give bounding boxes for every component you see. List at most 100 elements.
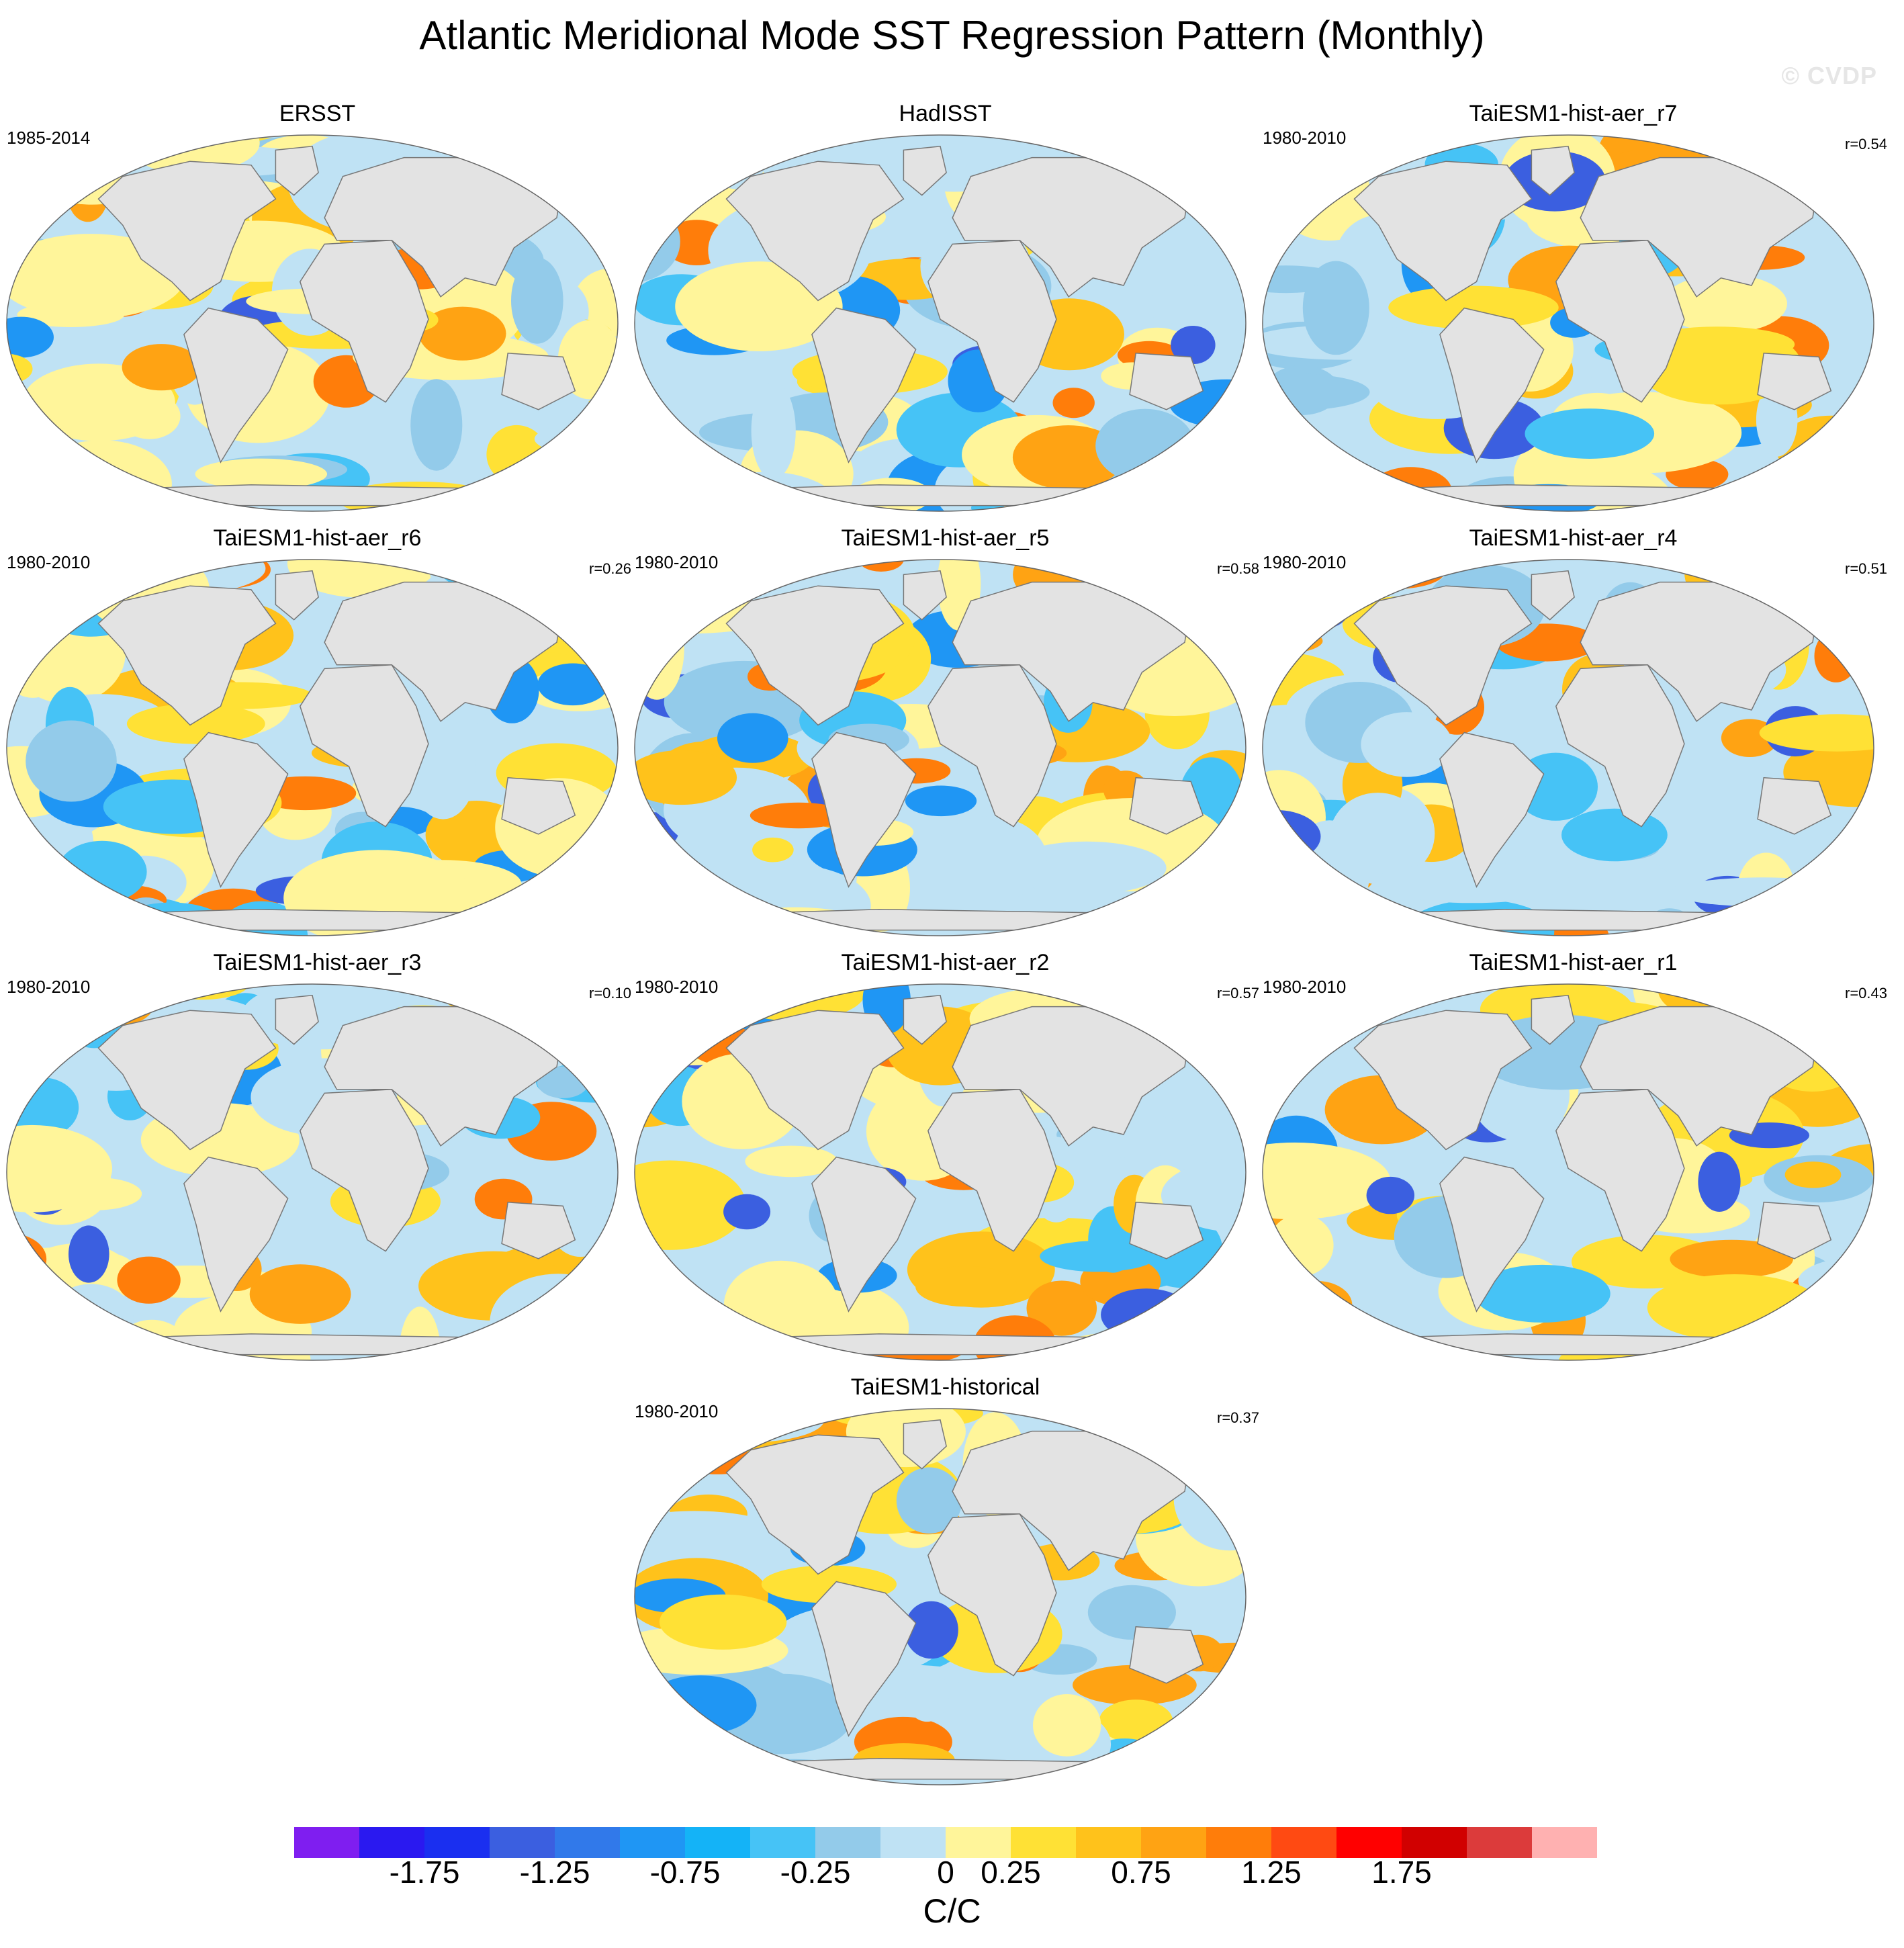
sst-anomaly-region <box>1366 1176 1414 1214</box>
colorbar-labels: -1.75 -1.25 -0.75 -0.25 0 0.25 0.75 1.25 1.75 <box>0 1854 1904 1894</box>
sst-anomaly-region <box>1183 438 1246 470</box>
sst-anomaly-region <box>1778 142 1874 204</box>
sst-anomaly-region <box>57 840 147 903</box>
sst-anomaly-region <box>1302 261 1369 355</box>
land-mass <box>183 1156 289 1313</box>
land-mass <box>324 157 563 298</box>
sst-anomaly-region <box>1287 560 1393 580</box>
sst-anomaly-region <box>723 1194 771 1230</box>
map-border <box>1262 134 1874 512</box>
colorbar-tick-label: 0 <box>937 1855 954 1890</box>
land-mass <box>903 994 947 1045</box>
land-mass <box>1353 1010 1533 1151</box>
colorbar-units: C/C <box>923 1892 981 1930</box>
sst-anomaly-region <box>1263 984 1328 1048</box>
panel-title: TaiESM1-hist-aer_r5 <box>841 525 1050 551</box>
colorbar-swatch <box>815 1827 881 1858</box>
land-mass <box>275 994 319 1045</box>
panel-hist-aer-r7: TaiESM1-hist-aer_r7 1980-2010 r=0.54 <box>1259 101 1887 517</box>
map-border <box>6 983 619 1361</box>
colorbar-tick-label: -0.75 <box>649 1855 721 1890</box>
sst-anomaly-region <box>635 597 684 700</box>
land-mass <box>501 777 576 835</box>
land-mass <box>275 145 319 196</box>
land-mass <box>324 581 563 722</box>
land-mass <box>811 1156 917 1313</box>
sst-anomaly-region <box>48 1284 134 1352</box>
land-mass <box>128 1333 496 1356</box>
land-mass <box>811 1581 917 1737</box>
sst-anomaly-region <box>680 135 731 181</box>
panel-correlation: r=0.57 <box>1217 985 1259 1002</box>
world-map <box>6 134 619 512</box>
sst-anomaly-region <box>635 498 759 511</box>
sst-anomaly-region <box>1075 984 1145 1002</box>
sst-anomaly-region <box>1184 1731 1246 1785</box>
sst-anomaly-region <box>1091 1409 1186 1427</box>
sst-anomaly-region <box>1220 984 1246 1006</box>
panel-title: TaiESM1-hist-aer_r7 <box>1469 101 1678 126</box>
sst-anomaly-region <box>7 316 54 358</box>
colorbar-tick-label: 1.25 <box>1241 1855 1302 1890</box>
sst-anomaly-region <box>523 1313 570 1360</box>
panel-period: 1980-2010 <box>635 977 719 997</box>
sst-anomaly-region <box>11 669 54 698</box>
land-mass <box>756 1333 1124 1356</box>
panel-title: TaiESM1-hist-aer_r2 <box>841 950 1050 975</box>
sst-anomaly-region <box>1647 1274 1822 1341</box>
land-mass <box>927 1089 1057 1252</box>
sst-anomaly-region <box>1263 470 1367 511</box>
sst-anomaly-region <box>1197 833 1246 894</box>
panel-period: 1980-2010 <box>7 552 91 572</box>
sst-anomaly-region <box>1181 1319 1246 1360</box>
sst-anomaly-region <box>418 306 506 361</box>
sst-anomaly-region <box>122 344 201 391</box>
sst-anomaly-region <box>1297 987 1369 1013</box>
sst-anomaly-region <box>585 1033 618 1087</box>
sst-anomaly-region <box>1099 1699 1173 1743</box>
sst-anomaly-region <box>1814 629 1858 682</box>
land-mass <box>1384 484 1752 506</box>
land-mass <box>1757 777 1832 835</box>
sst-anomaly-region <box>1263 373 1370 411</box>
sst-anomaly-region <box>1742 135 1854 177</box>
sst-anomaly-region <box>638 1001 691 1071</box>
sst-anomaly-region <box>750 802 848 829</box>
world-map <box>6 559 619 936</box>
land-mass <box>903 570 947 621</box>
land-mass <box>756 1758 1124 1780</box>
sst-anomaly-region <box>635 1748 710 1779</box>
sst-anomaly-region <box>896 1467 962 1534</box>
sst-anomaly-region <box>1561 808 1668 862</box>
panel-hadisst: HadISST <box>631 101 1259 517</box>
colorbar-swatch <box>880 1827 946 1858</box>
panel-period: 1980-2010 <box>7 977 91 997</box>
panel-title: TaiESM1-hist-aer_r4 <box>1469 525 1678 551</box>
sst-anomaly-region <box>1672 877 1854 907</box>
colorbar-swatch <box>490 1827 555 1858</box>
sst-anomaly-region <box>1813 1015 1874 1061</box>
sst-anomaly-region <box>905 1669 949 1722</box>
land-mass <box>927 664 1057 828</box>
figure-title: Atlantic Meridional Mode SST Regression … <box>419 13 1485 58</box>
panel-ersst: ERSST 1985-2014 <box>3 101 631 517</box>
land-mass <box>1580 1006 1819 1147</box>
sst-anomaly-region <box>7 474 133 508</box>
world-map <box>1262 134 1874 512</box>
sst-anomaly-region <box>751 382 796 480</box>
colorbar-tick-label: 1.75 <box>1371 1855 1432 1890</box>
sst-anomaly-region <box>635 1278 693 1309</box>
sst-anomaly-region <box>410 379 463 471</box>
sst-anomaly-region <box>635 1160 746 1250</box>
map-border <box>1262 559 1874 936</box>
land-mass <box>501 1202 576 1259</box>
colorbar-swatch <box>1271 1827 1337 1858</box>
land-mass <box>725 1434 905 1575</box>
land-mass <box>183 732 289 888</box>
colorbar-swatch <box>1336 1827 1402 1858</box>
sst-anomaly-region <box>1341 560 1445 590</box>
land-mass <box>756 484 1124 506</box>
sst-anomaly-region <box>1263 1036 1307 1064</box>
panel-title: ERSST <box>279 101 356 126</box>
panel-period: 1980-2010 <box>1263 128 1347 148</box>
